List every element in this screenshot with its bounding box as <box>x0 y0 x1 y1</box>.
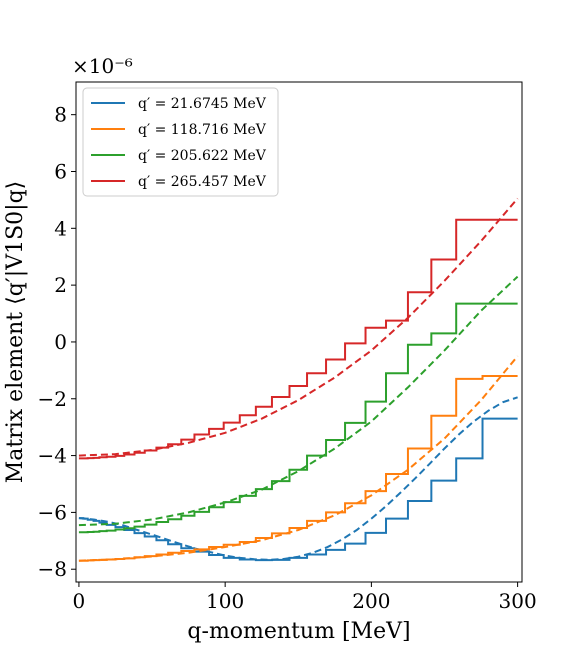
series-2-step-line <box>78 302 518 534</box>
series-0-dashed-line <box>78 396 518 561</box>
legend-label: q′ = 265.457 MeV <box>138 174 267 190</box>
plot-area <box>78 197 519 562</box>
y-tick-label: 8 <box>54 103 67 127</box>
series-3-dashed-line <box>78 197 519 457</box>
series-2-dashed-line <box>78 275 519 527</box>
x-tick-label: 300 <box>499 589 537 613</box>
axis-ticks: 0 100 200 300 −8 −6 −4 −2 0 2 4 6 8 <box>38 103 537 613</box>
series-3-step-line <box>78 218 518 460</box>
y-tick-label: 4 <box>54 216 67 240</box>
y-tick-label: 2 <box>54 273 67 297</box>
y-tick-label: −2 <box>38 387 67 411</box>
y-axis-label: Matrix element ⟨q′|V1S0|q⟩ <box>3 181 28 484</box>
y-tick-label: 6 <box>54 159 67 183</box>
series-0-step-line <box>78 417 518 562</box>
x-axis-label: q-momentum [MeV] <box>187 619 410 644</box>
legend: q′ = 21.6745 MeV q′ = 118.716 MeV q′ = 205… <box>82 87 279 197</box>
x-tick-label: 200 <box>352 589 390 613</box>
legend-label: q′ = 205.622 MeV <box>138 148 267 164</box>
y-tick-label: −8 <box>38 557 67 581</box>
y-offset-text: ×10⁻⁶ <box>72 54 133 78</box>
legend-label: q′ = 21.6745 MeV <box>138 96 267 112</box>
plot-frame <box>75 81 523 583</box>
y-tick-label: −6 <box>38 500 67 524</box>
legend-box <box>82 87 279 197</box>
legend-label: q′ = 118.716 MeV <box>138 122 267 138</box>
series-1-dashed-line <box>78 355 519 562</box>
y-tick-label: 0 <box>54 330 67 354</box>
y-tick-label: −4 <box>38 444 67 468</box>
x-tick-label: 0 <box>73 589 86 613</box>
x-tick-label: 100 <box>206 589 244 613</box>
